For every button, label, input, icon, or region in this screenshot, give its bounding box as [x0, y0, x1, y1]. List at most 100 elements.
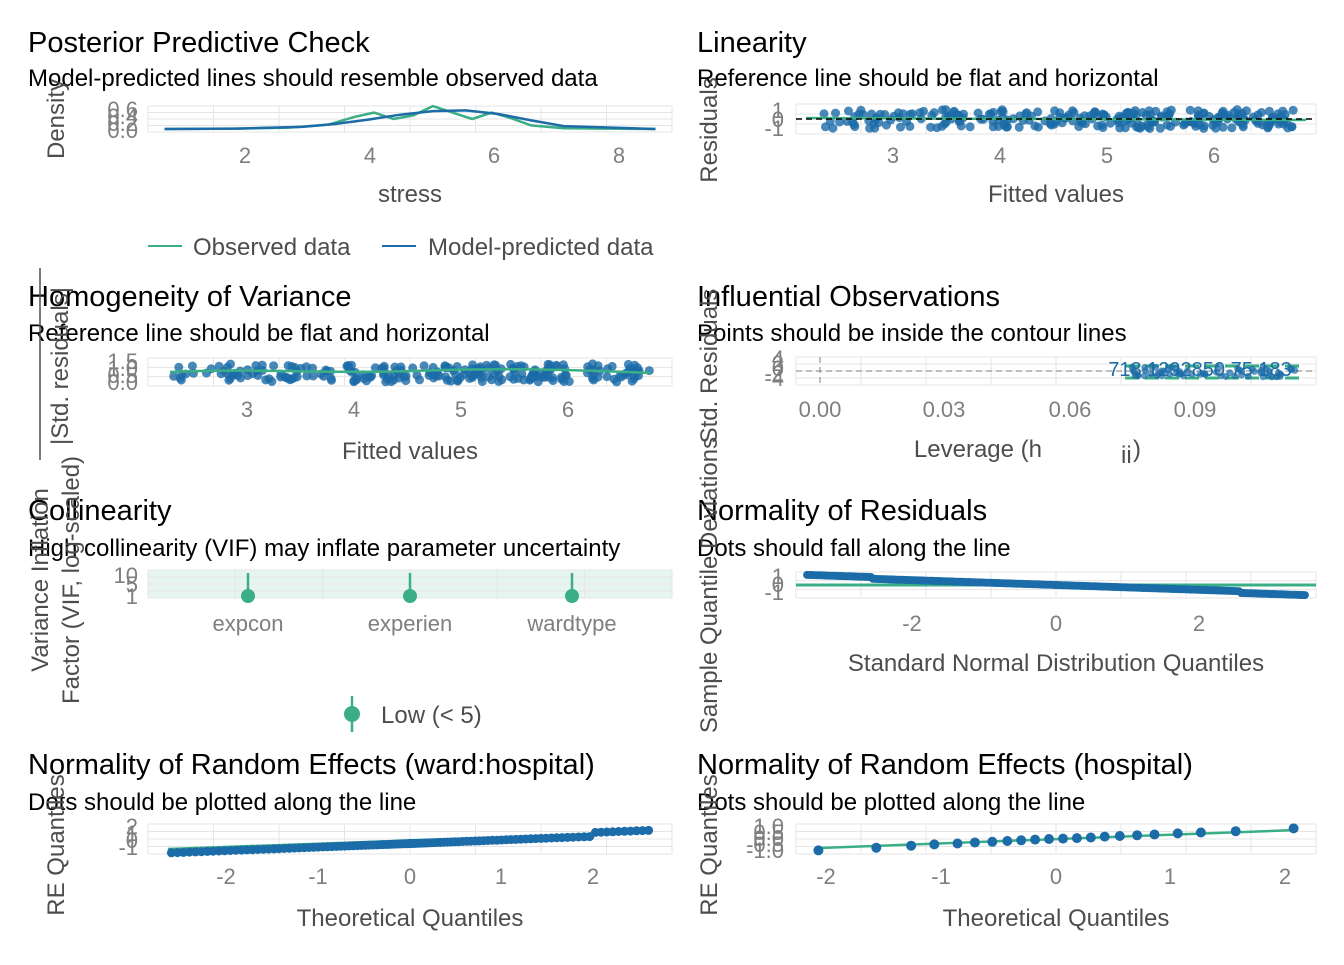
- x-tick-label: 5: [1101, 143, 1113, 168]
- residual-point: [1287, 122, 1296, 132]
- x-tick-label: 0: [1050, 864, 1062, 889]
- residual-point: [1208, 120, 1218, 130]
- x-tick-label: 6: [562, 397, 574, 422]
- residual-point: [965, 122, 975, 132]
- residual-point: [1227, 123, 1237, 133]
- leverage-point: [1141, 364, 1149, 371]
- x-tick-labels: 3 4 5 6: [241, 397, 574, 422]
- residual-point: [1030, 121, 1040, 131]
- leverage-point: [1158, 372, 1166, 380]
- std-residual-point: [285, 375, 295, 385]
- leverage-point: [1167, 363, 1175, 371]
- x-tick-label: 0.09: [1174, 397, 1217, 422]
- qq-points: [803, 570, 1309, 600]
- qq-points: [813, 823, 1299, 856]
- leverage-point: [1259, 363, 1267, 371]
- panel-title: Posterior Predictive Check: [28, 27, 370, 59]
- panel-subtitle: Dots should be plotted along the line: [28, 789, 416, 816]
- std-residual-point: [517, 369, 527, 379]
- residual-point: [915, 108, 925, 118]
- predicted-density-line: [164, 109, 656, 131]
- panel-title: Linearity: [697, 27, 807, 59]
- residual-point: [819, 109, 829, 119]
- std-residual-point: [442, 375, 452, 385]
- y-axis-title: Sample Quantile Deviations: [696, 437, 723, 733]
- x-tick-label: 4: [994, 143, 1006, 168]
- leverage-point: [1231, 372, 1239, 380]
- qq-point: [1016, 835, 1027, 846]
- std-residual-point: [308, 371, 318, 381]
- y-axis-title-line2: Factor (VIF, log-scaled): [58, 456, 85, 704]
- panel-random-effects-ward-hospital: Normality of Random Effects (ward:hospit…: [28, 749, 673, 932]
- leverage-point: [1147, 370, 1155, 378]
- std-residual-point: [175, 373, 185, 383]
- std-residual-point: [253, 371, 263, 380]
- y-tick-label: 1: [126, 821, 138, 846]
- vif-point: [241, 589, 255, 603]
- x-axis-title: Theoretical Quantiles: [297, 905, 524, 932]
- y-tick-labels: 0.0 0.2 0.4 0.6: [107, 97, 138, 143]
- y-tick-label: 1: [772, 564, 784, 589]
- x-tick-label: -2: [216, 864, 236, 889]
- x-tick-label: -1: [308, 864, 328, 889]
- y-axis-title: RE Quantiles: [696, 774, 723, 915]
- std-residual-point: [450, 368, 460, 378]
- leverage-point: [1274, 369, 1282, 377]
- y-tick-label: 0.0: [107, 118, 138, 143]
- std-residual-point: [627, 376, 637, 386]
- leverage-point: [1236, 366, 1244, 374]
- qq-point: [813, 845, 824, 856]
- panel-title: Collinearity: [28, 495, 172, 527]
- y-tick-label: -1: [118, 835, 138, 860]
- residual-point: [1232, 105, 1242, 115]
- y-tick-label: 0.2: [107, 111, 138, 136]
- qq-reference-line: [819, 828, 1297, 850]
- qq-point: [644, 825, 654, 835]
- x-tick-label: 0: [404, 864, 416, 889]
- qq-point: [969, 837, 980, 848]
- y-tick-label: 0.5: [753, 820, 784, 845]
- x-tick-label: 8: [613, 143, 625, 168]
- legend-key-point: [344, 706, 360, 722]
- qq-point: [1288, 823, 1299, 834]
- std-residual-point: [401, 376, 411, 386]
- x-tick-label: 0.03: [923, 397, 966, 422]
- std-residual-point: [509, 374, 519, 384]
- std-residual-point: [548, 373, 557, 383]
- y-tick-labels: -4 -2 0 2 4: [764, 346, 784, 391]
- qq-point: [1099, 831, 1110, 842]
- y-tick-labels: 1 5 10: [114, 563, 138, 609]
- x-tick-label: 5: [455, 397, 467, 422]
- residual-point: [937, 105, 947, 115]
- vif-point: [565, 589, 579, 603]
- y-tick-label: 0.0: [107, 370, 138, 395]
- residual-point: [881, 120, 891, 130]
- panel-subtitle: High collinearity (VIF) may inflate para…: [28, 535, 620, 562]
- vif-points: [241, 573, 579, 603]
- std-residual-point: [559, 377, 569, 386]
- y-tick-label: 1.0: [753, 814, 784, 839]
- vif-point: [403, 589, 417, 603]
- density-lines: [164, 104, 656, 131]
- panel-title: Normality of Residuals: [697, 495, 987, 527]
- std-residual-point: [412, 370, 422, 380]
- residual-point: [1014, 122, 1024, 132]
- x-tick-label: 3: [241, 397, 253, 422]
- panel-title: Normality of Random Effects (ward:hospit…: [28, 749, 595, 781]
- x-tick-label: 4: [364, 143, 376, 168]
- legend: Low (< 5): [344, 696, 482, 732]
- std-residual-point: [269, 361, 279, 371]
- reference-line: [819, 828, 1297, 850]
- x-axis-title-close: ): [1133, 436, 1141, 463]
- y-tick-label: 4: [772, 346, 784, 371]
- y-tick-labels: -1 0 1: [764, 564, 784, 605]
- panel-subtitle: Dots should fall along the line: [697, 535, 1011, 562]
- qq-point: [929, 839, 940, 850]
- qq-point: [1149, 829, 1160, 840]
- residual-point: [1126, 118, 1136, 128]
- leverage-point: [1179, 372, 1187, 380]
- x-tick-labels: 0.00 0.03 0.06 0.09: [799, 397, 1217, 422]
- leverage-point: [1134, 372, 1142, 380]
- x-tick-label: expcon: [213, 611, 284, 636]
